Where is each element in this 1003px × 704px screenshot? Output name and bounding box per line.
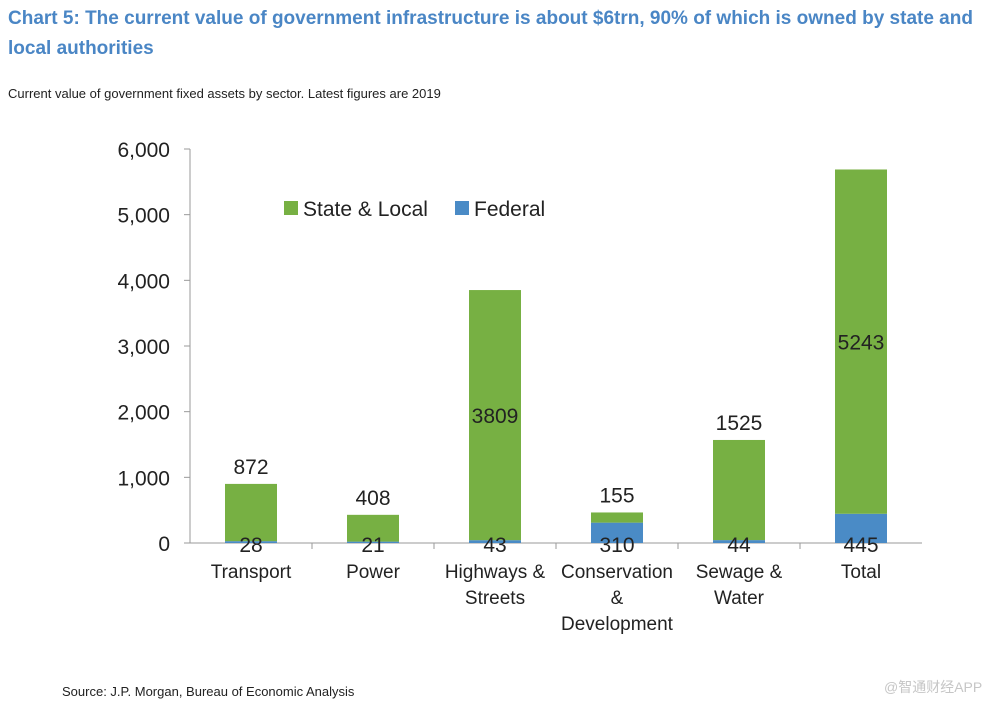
bar-state-local <box>713 439 765 541</box>
category-label: Transport <box>211 562 292 583</box>
data-label-state-local: 408 <box>355 487 390 510</box>
y-tick-label: 6,000 <box>117 139 170 162</box>
category-label: Streets <box>465 588 525 609</box>
category-label: Power <box>346 562 401 583</box>
bar-federal <box>713 540 765 543</box>
category-label: Highways & <box>445 562 546 583</box>
legend-label-federal: Federal <box>474 198 545 221</box>
data-label-federal: 28 <box>239 534 262 557</box>
y-tick-label: 1,000 <box>117 467 170 490</box>
bar-state-local <box>225 483 277 542</box>
stacked-bar-chart: 0 1,000 2,000 3,000 4,000 5,000 6,000 28 872 Tran… <box>117 139 922 635</box>
legend-swatch-state-local <box>284 201 298 215</box>
legend-swatch-federal <box>455 201 469 215</box>
data-label-federal: 310 <box>599 534 634 557</box>
category-label: & <box>611 588 624 609</box>
source-note: Source: J.P. Morgan, Bureau of Economic … <box>62 684 355 699</box>
watermark: @智通财经APP <box>884 679 983 695</box>
chart-subtitle: Current value of government fixed assets… <box>8 86 441 101</box>
bar-state-local <box>469 290 521 541</box>
bar-federal <box>347 541 399 543</box>
y-tick-label: 5,000 <box>117 205 170 228</box>
chart-title: Chart 5: The current value of government… <box>8 8 973 59</box>
bar-state-local <box>347 514 399 542</box>
bar-federal <box>591 522 643 543</box>
data-label-state-local: 3809 <box>472 405 519 428</box>
category-label: Conservation <box>561 562 673 583</box>
data-label-federal: 21 <box>361 534 384 557</box>
y-tick-label: 3,000 <box>117 336 170 359</box>
data-label-state-local: 5243 <box>838 332 885 355</box>
bar-state-local <box>591 512 643 523</box>
data-label-federal: 43 <box>483 534 506 557</box>
data-label-state-local: 872 <box>233 456 268 479</box>
category-label: Development <box>561 614 674 635</box>
data-label-state-local: 1525 <box>716 412 763 435</box>
data-label-federal: 44 <box>727 534 751 557</box>
y-tick-label: 0 <box>158 533 170 556</box>
data-label-federal: 445 <box>843 534 878 557</box>
data-label-state-local: 155 <box>599 484 634 507</box>
bar-federal <box>225 541 277 543</box>
bar-state-local <box>835 169 887 514</box>
y-tick-label: 2,000 <box>117 402 170 425</box>
category-label: Total <box>841 562 881 583</box>
category-label: Water <box>714 588 765 609</box>
bar-federal <box>835 513 887 543</box>
category-label: Sewage & <box>696 562 783 583</box>
y-tick-label: 4,000 <box>117 270 170 293</box>
bar-federal <box>469 540 521 543</box>
legend-label-state-local: State & Local <box>303 198 428 221</box>
